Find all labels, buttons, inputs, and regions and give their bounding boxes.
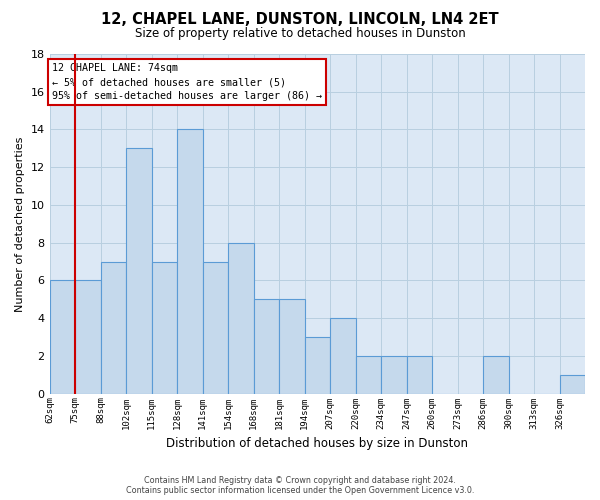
Text: 12, CHAPEL LANE, DUNSTON, LINCOLN, LN4 2ET: 12, CHAPEL LANE, DUNSTON, LINCOLN, LN4 2… (101, 12, 499, 28)
Bar (407, 356, 432, 394)
Bar (330, 318, 356, 394)
Bar (228, 242, 254, 394)
Bar (560, 375, 585, 394)
Bar (50, 280, 75, 394)
Text: 12 CHAPEL LANE: 74sqm
← 5% of detached houses are smaller (5)
95% of semi-detach: 12 CHAPEL LANE: 74sqm ← 5% of detached h… (52, 64, 322, 102)
Bar (75, 280, 101, 394)
Bar (152, 262, 177, 394)
Text: Size of property relative to detached houses in Dunston: Size of property relative to detached ho… (134, 28, 466, 40)
Bar (177, 130, 203, 394)
Bar (305, 337, 330, 394)
Bar (279, 300, 305, 394)
Bar (356, 356, 381, 394)
X-axis label: Distribution of detached houses by size in Dunston: Distribution of detached houses by size … (166, 437, 468, 450)
Text: Contains HM Land Registry data © Crown copyright and database right 2024.
Contai: Contains HM Land Registry data © Crown c… (126, 476, 474, 495)
Bar (101, 262, 126, 394)
Bar (203, 262, 228, 394)
Y-axis label: Number of detached properties: Number of detached properties (15, 136, 25, 312)
Bar (483, 356, 509, 394)
Bar (381, 356, 407, 394)
Bar (254, 300, 279, 394)
Bar (126, 148, 152, 394)
